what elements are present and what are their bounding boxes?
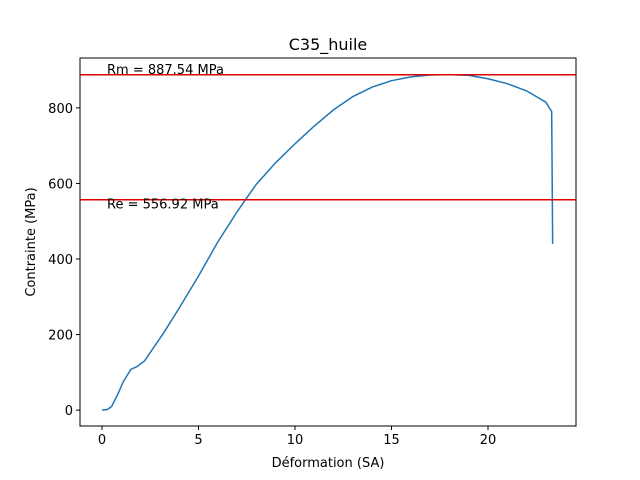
x-tick-label: 10	[287, 433, 304, 448]
chart-title: C35_huile	[289, 35, 368, 55]
x-tick-label: 0	[98, 433, 106, 448]
y-tick-label: 0	[65, 404, 73, 419]
x-tick-label: 20	[480, 433, 497, 448]
y-axis-label: Contrainte (MPa)	[24, 187, 39, 296]
x-tick-label: 5	[194, 433, 202, 448]
y-tick-label: 200	[48, 329, 73, 344]
y-tick-label: 600	[48, 177, 73, 192]
reference-label: Rm = 887.54 MPa	[107, 63, 224, 78]
x-tick-label: 15	[383, 433, 400, 448]
y-tick-label: 400	[48, 253, 73, 268]
reference-label: Re = 556.92 MPa	[107, 198, 219, 213]
x-axis-label: Déformation (SA)	[272, 456, 385, 471]
data-line	[101, 73, 554, 411]
y-tick-label: 800	[48, 102, 73, 117]
plot-frame	[79, 57, 577, 427]
